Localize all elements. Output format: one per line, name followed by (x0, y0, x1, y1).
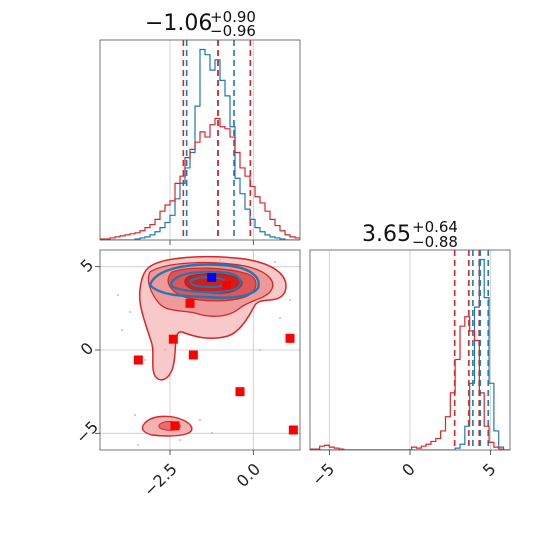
sample-point (219, 259, 221, 261)
panel-title: −1.06 +0.90 −0.96 (145, 8, 256, 40)
sample-point (199, 419, 201, 421)
marginal-histogram-param1: −1.06 +0.90 −0.96 (99, 8, 301, 245)
sample-point (134, 414, 136, 416)
title-lower-error: −0.88 (412, 233, 458, 251)
x-tick-label: 0 (398, 459, 419, 480)
title-median: 3.65 (362, 222, 411, 247)
sample-point (129, 311, 131, 313)
title-upper-error: +0.90 (210, 8, 256, 26)
sample-point (164, 349, 166, 351)
marginal-histogram-param2: −5 0 5 3.65 +0.64 −0.88 (308, 218, 511, 490)
sample-point (179, 439, 181, 441)
sample-point (121, 329, 123, 331)
marker-red-square (222, 280, 232, 290)
x-tick-label: −5 (308, 459, 338, 489)
panel-title: 3.65 +0.64 −0.88 (362, 218, 458, 251)
x-axis-ticks: −2.5 0.0 (140, 450, 264, 500)
sample-point (144, 359, 146, 361)
grid-lines (169, 40, 254, 245)
y-tick-label: −5 (72, 417, 102, 447)
y-tick-label: 0 (77, 339, 98, 360)
x-axis-ticks: −5 0 5 (308, 450, 499, 490)
sample-point (274, 261, 276, 263)
histogram-series-blue (100, 48, 300, 240)
x-tick-label: −2.5 (140, 459, 181, 500)
marker-red-square (288, 425, 298, 435)
marker-red-square (235, 387, 245, 397)
histogram-series-red (100, 117, 300, 240)
density-contours (138, 255, 287, 437)
sample-point (211, 432, 213, 434)
marker-points (133, 273, 298, 435)
sample-point (289, 299, 291, 301)
sample-point (137, 444, 139, 446)
x-tick-label: 5 (479, 459, 500, 480)
quantile-lines (182, 40, 252, 240)
histogram-series-blue (310, 258, 510, 450)
title-median: −1.06 (145, 11, 212, 36)
y-axis-ticks: −5 0 5 (72, 255, 102, 447)
marker-red-square (168, 334, 178, 344)
histogram-series (310, 258, 510, 450)
contour-blue-outer (148, 263, 260, 299)
title-lower-error: −0.96 (210, 22, 256, 40)
x-tick-label: 0.0 (233, 459, 264, 490)
marker-red-square (133, 355, 143, 365)
marker-red-square (188, 350, 198, 360)
contour-blue-inner (170, 270, 242, 294)
joint-scatter-contour: −2.5 0.0 −5 0 5 (72, 249, 301, 500)
marker-red-square (170, 421, 180, 431)
marker-blue-square (207, 273, 217, 282)
y-tick-label: 5 (77, 255, 98, 276)
histogram-series-red (310, 316, 510, 450)
marker-red-square (185, 298, 195, 308)
sample-point (117, 294, 119, 296)
title-upper-error: +0.64 (412, 218, 458, 236)
sample-point (279, 317, 281, 319)
sample-point (259, 349, 261, 351)
grid-lines (328, 250, 492, 450)
histogram-series (100, 48, 300, 240)
axes-frame (99, 39, 301, 241)
marker-red-square (285, 333, 295, 343)
